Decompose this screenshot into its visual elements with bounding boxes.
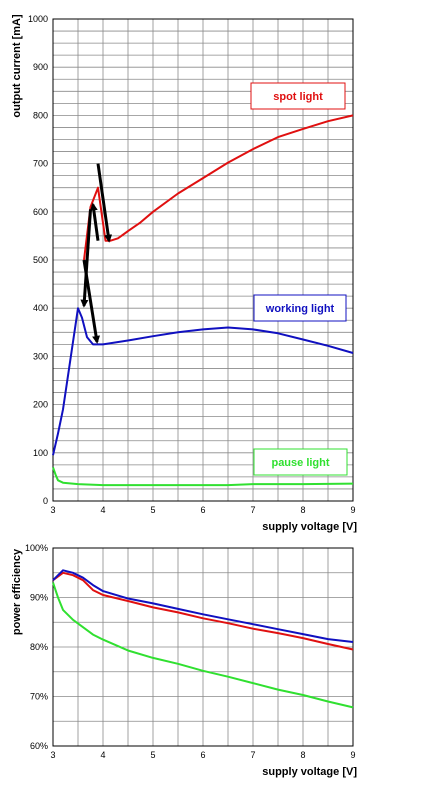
x-tick-label: 4 [100, 505, 105, 515]
series-line-pause-light [52, 466, 354, 487]
y-tick-label: 100 [33, 448, 48, 458]
x-tick-label: 5 [150, 505, 155, 515]
y-tick-label: 0 [43, 496, 48, 506]
annotation-arrow [96, 163, 113, 243]
x-axis-title: supply voltage [V] [262, 521, 357, 533]
x-tick-label: 8 [300, 505, 305, 515]
legend-box [253, 448, 348, 476]
y-tick-label: 700 [33, 159, 48, 169]
x-tick-label: 3 [50, 750, 55, 760]
annotation-arrow [89, 202, 100, 241]
x-tick-label: 7 [250, 505, 255, 515]
y-tick-label: 300 [33, 351, 48, 361]
x-tick-label: 3 [50, 505, 55, 515]
y-tick-label: 80% [30, 642, 48, 652]
x-tick-label: 6 [200, 505, 205, 515]
series-line-working-light [52, 307, 354, 456]
x-axis-title: supply voltage [V] [262, 766, 357, 778]
annotation-arrow [80, 209, 92, 308]
y-tick-label: 60% [30, 741, 48, 751]
plot-frame [52, 18, 354, 502]
plot-frame [52, 547, 354, 747]
y-tick-label: 1000 [28, 14, 48, 24]
legend-label: spot light [273, 91, 323, 103]
legend-entry-spot-light: spot light [250, 82, 346, 110]
y-axis-title: output current [mA] [11, 14, 23, 118]
y-tick-label: 900 [33, 62, 48, 72]
y-tick-label: 200 [33, 400, 48, 410]
legend-box [253, 294, 347, 322]
current-chart: 3 4 5 6 7 8 9 0 100 200 300 400 500 600 700 800 900 1000 s… [11, 14, 357, 533]
y-tick-label: 400 [33, 303, 48, 313]
legend-label: pause light [271, 457, 329, 469]
x-tick-label: 6 [200, 750, 205, 760]
x-tick-label: 9 [350, 505, 355, 515]
x-tick-label: 5 [150, 750, 155, 760]
y-tick-label: 500 [33, 255, 48, 265]
x-tick-label: 4 [100, 750, 105, 760]
y-axis-title: power efficiency [11, 548, 23, 635]
x-tick-label: 8 [300, 750, 305, 760]
legend-box [250, 82, 346, 110]
series-line-series-1 [52, 569, 354, 643]
legend-entry-working-light: working light [253, 294, 347, 322]
y-tick-label: 100% [25, 543, 48, 553]
y-tick-label: 600 [33, 207, 48, 217]
efficiency-chart: 3 4 5 6 7 8 9 60% 70% 80% 90% 100% supply voltage [V… [11, 543, 357, 778]
series-line-series-0 [52, 571, 354, 651]
series-line-series-2 [52, 582, 354, 709]
y-tick-label: 90% [30, 593, 48, 603]
legend-entry-pause-light: pause light [253, 448, 348, 476]
y-tick-label: 800 [33, 110, 48, 120]
x-tick-label: 9 [350, 750, 355, 760]
y-tick-label: 70% [30, 692, 48, 702]
series-line-spot-light [83, 114, 354, 261]
x-tick-label: 7 [250, 750, 255, 760]
legend-label: working light [265, 303, 335, 315]
